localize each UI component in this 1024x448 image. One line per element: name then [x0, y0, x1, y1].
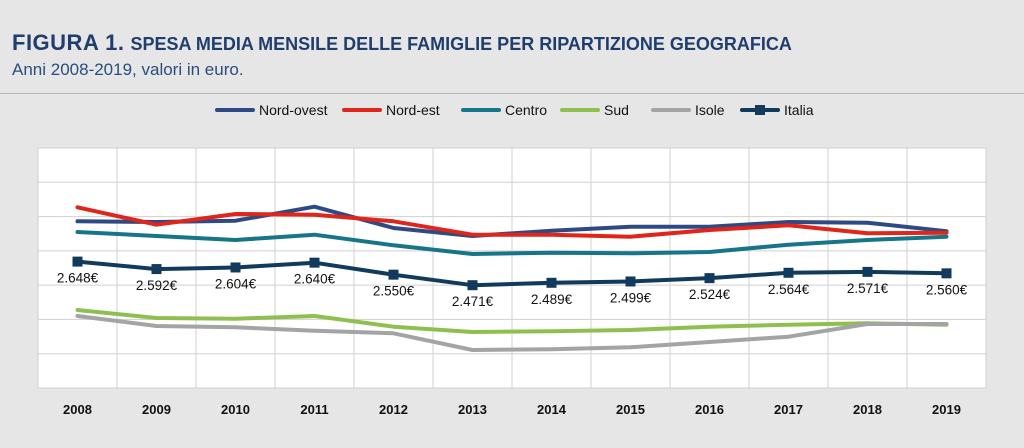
- italia-data-label: 2.640€: [294, 272, 336, 287]
- x-tick-label: 2008: [63, 402, 92, 417]
- series-line-sud: [75, 308, 949, 334]
- legend-label-isole: Isole: [695, 102, 725, 118]
- header-divider: [0, 93, 1024, 94]
- legend-label-italia: Italia: [784, 102, 814, 118]
- x-tick-label: 2016: [695, 402, 724, 417]
- legend-label-centro: Centro: [505, 102, 547, 118]
- series-line-centro: [75, 230, 949, 256]
- italia-marker: [72, 256, 83, 267]
- figure-header: FIGURA 1. SPESA MEDIA MENSILE DELLE FAMIG…: [12, 30, 1012, 80]
- legend: Nord-ovest Nord-est Centro Sud Isole Italia: [215, 102, 814, 118]
- italia-marker: [388, 269, 399, 280]
- italia-data-label: 2.524€: [689, 287, 731, 302]
- x-tick-label: 2017: [774, 402, 803, 417]
- x-tick-label: 2013: [458, 402, 487, 417]
- italia-markers: [72, 256, 952, 291]
- data-labels: 2.648€ 2.592€ 2.604€ 2.640€ 2.550€ 2.471€ 2.48…: [57, 271, 968, 310]
- legend-label-nord-est: Nord-est: [386, 102, 440, 118]
- x-tick-label: 2015: [616, 402, 645, 417]
- italia-marker: [625, 276, 636, 287]
- italia-marker: [862, 266, 873, 277]
- series-line-isole: [75, 314, 949, 352]
- x-tick-label: 2018: [853, 402, 882, 417]
- italia-data-label: 2.560€: [926, 282, 968, 297]
- series-line-italia: [75, 259, 949, 288]
- italia-marker: [151, 264, 162, 275]
- x-tick-label: 2019: [932, 402, 961, 417]
- x-tick-label: 2010: [221, 402, 250, 417]
- series-line-nord-est: [75, 205, 949, 239]
- chart-title: SPESA MEDIA MENSILE DELLE FAMIGLIE PER R…: [130, 34, 792, 54]
- italia-marker: [704, 273, 715, 284]
- legend-label-nord-ovest: Nord-ovest: [259, 102, 328, 118]
- x-tick-label: 2011: [300, 402, 328, 417]
- series-lines: [75, 204, 949, 352]
- italia-data-label: 2.564€: [768, 282, 810, 297]
- italia-marker: [309, 257, 320, 268]
- chart-subtitle: Anni 2008-2019, valori in euro.: [12, 60, 244, 79]
- legend-label-sud: Sud: [604, 102, 629, 118]
- x-tick-label: 2014: [537, 402, 567, 417]
- x-tick-label: 2009: [142, 402, 171, 417]
- grid-lines: [37, 147, 987, 389]
- italia-data-label: 2.499€: [610, 290, 652, 305]
- italia-marker: [546, 277, 557, 288]
- italia-marker: [230, 262, 241, 273]
- figure-label: FIGURA 1.: [12, 30, 125, 55]
- italia-data-label: 2.604€: [215, 276, 257, 291]
- italia-data-label: 2.571€: [847, 281, 889, 296]
- italia-marker: [941, 268, 952, 279]
- italia-data-label: 2.550€: [373, 284, 415, 299]
- italia-data-label: 2.471€: [452, 294, 494, 309]
- italia-data-label: 2.592€: [136, 278, 178, 293]
- italia-data-label: 2.648€: [57, 271, 99, 286]
- legend-marker-italia: [755, 105, 765, 115]
- italia-marker: [467, 280, 478, 291]
- italia-data-label: 2.489€: [531, 292, 573, 307]
- italia-marker: [783, 267, 794, 278]
- x-axis-ticks: 2008 2009 2010 2011 2012 2013 2014 2015 2016 2017…: [63, 402, 961, 417]
- title-row: FIGURA 1. SPESA MEDIA MENSILE DELLE FAMIG…: [12, 30, 1012, 56]
- x-tick-label: 2012: [379, 402, 408, 417]
